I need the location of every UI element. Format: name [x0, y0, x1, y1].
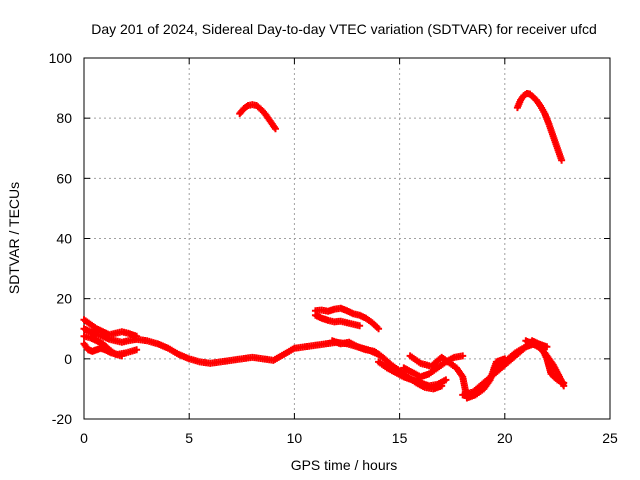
y-tick-label: 20	[56, 291, 72, 307]
y-tick-label: 100	[49, 50, 73, 66]
series-high-arc-2	[513, 89, 566, 164]
y-tick-label: 40	[56, 231, 72, 247]
data-point	[271, 125, 279, 133]
series-early-upper	[80, 316, 141, 340]
series-early-mid	[80, 325, 141, 346]
x-tick-label: 0	[80, 430, 88, 446]
x-axis-title: GPS time / hours	[291, 457, 398, 473]
y-tick-label: 60	[56, 170, 72, 186]
y-tick-label: -20	[52, 411, 72, 427]
data-point	[133, 346, 141, 354]
series-late-6	[522, 337, 568, 390]
x-tick-label: 5	[185, 430, 193, 446]
y-tick-label: 80	[56, 110, 72, 126]
data-point	[133, 335, 141, 343]
series-high-arc-1	[236, 101, 279, 133]
series-bump-lower	[311, 311, 364, 330]
data-point	[442, 376, 450, 384]
x-tick-label: 20	[497, 430, 513, 446]
x-axis: 0 5 10 15 20 25	[80, 58, 618, 446]
y-tick-label: 0	[64, 351, 72, 367]
series-early-cross	[80, 332, 126, 360]
data-point	[459, 352, 467, 360]
series-late-5	[490, 340, 568, 387]
data-point	[118, 352, 126, 360]
data-points	[80, 89, 568, 402]
series-bump-upper	[311, 304, 383, 333]
data-point	[356, 322, 364, 330]
data-point	[558, 156, 566, 164]
data-point	[375, 325, 383, 333]
series-late-2	[375, 358, 450, 390]
data-point	[543, 343, 551, 351]
y-axis-title: SDTVAR / TECUs	[6, 182, 22, 294]
x-tick-label: 15	[392, 430, 408, 446]
y-axis: -20 0 20 40 60 80 100	[49, 50, 610, 427]
plot-frame	[83, 57, 611, 420]
x-tick-label: 10	[287, 430, 303, 446]
x-tick-label: 25	[602, 430, 618, 446]
chart-title: Day 201 of 2024, Sidereal Day-to-day VTE…	[91, 21, 597, 37]
data-point	[560, 382, 568, 390]
grid	[84, 58, 610, 419]
